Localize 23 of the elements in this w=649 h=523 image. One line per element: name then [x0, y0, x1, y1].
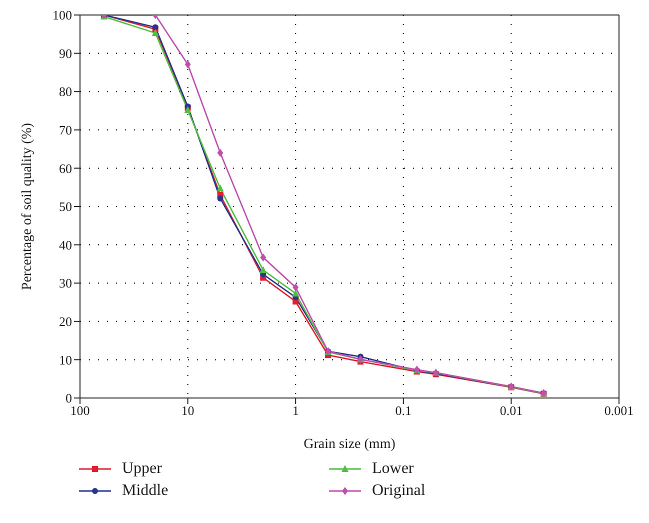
y-tick-label: 100: [52, 8, 72, 23]
x-tick-label: 0.01: [500, 403, 523, 418]
y-tick-label: 70: [59, 122, 72, 138]
x-tick-label: 100: [70, 403, 90, 418]
x-tick-label: 1: [292, 403, 299, 418]
y-tick-label: 30: [59, 276, 72, 291]
y-tick-label: 60: [59, 160, 72, 176]
legend-label: Lower: [372, 460, 414, 478]
legend-label: Middle: [122, 482, 168, 500]
x-tick-label: 10: [181, 403, 194, 418]
x-tick-label: 0.1: [395, 403, 412, 418]
x-tick-label: 0.001: [604, 403, 634, 418]
y-tick-label: 40: [59, 237, 72, 252]
y-tick-label: 0: [66, 390, 72, 406]
legend-label: Original: [372, 482, 426, 500]
x-axis-title: Grain size (mm): [304, 437, 396, 452]
y-tick-label: 50: [59, 199, 72, 214]
y-axis-title: Percentage of soil quality (%): [20, 122, 35, 290]
y-tick-label: 90: [59, 46, 72, 61]
legend-label: Upper: [122, 460, 162, 478]
y-tick-label: 20: [59, 314, 72, 330]
y-tick-label: 80: [59, 84, 72, 100]
y-tick-label: 10: [59, 352, 72, 368]
